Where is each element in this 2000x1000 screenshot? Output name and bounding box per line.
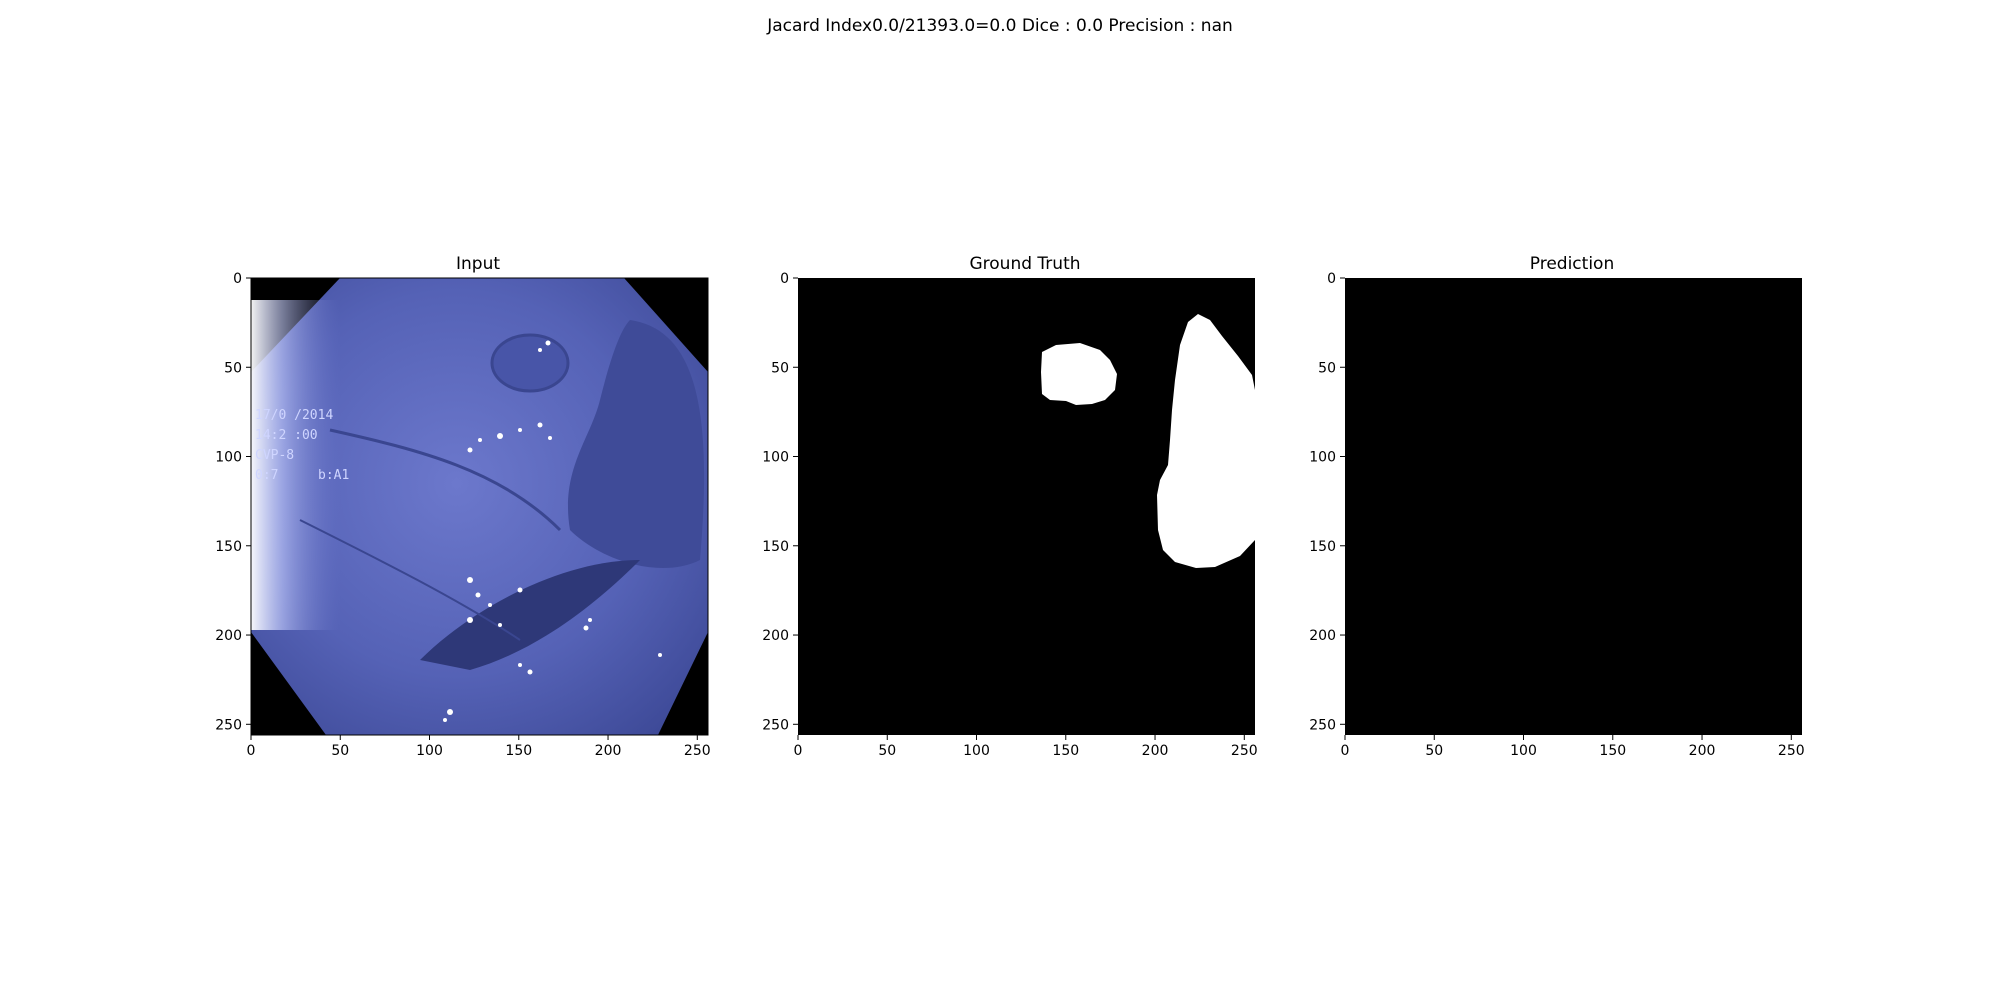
y-tick-label: 100 xyxy=(1309,450,1336,466)
y-tick-label: 150 xyxy=(215,539,242,555)
polyp-large xyxy=(567,320,705,569)
y-tick-label: 100 xyxy=(215,450,242,466)
panel-title-input: Input xyxy=(456,254,500,274)
y-tick-label: 250 xyxy=(215,717,242,733)
panel-title-prediction: Prediction xyxy=(1530,254,1614,274)
x-tick-label: 200 xyxy=(1689,743,1716,759)
x-tick-label: 50 xyxy=(331,743,349,759)
x-tick-label: 250 xyxy=(1231,743,1258,759)
x-tick-label: 150 xyxy=(1052,743,1079,759)
y-tick-label: 0 xyxy=(233,271,242,287)
axes-layer: 0 50 100 150 200 250 0 50 100 150 200 250 0 50 100 150 2… xyxy=(215,271,1804,759)
x-tick-label: 250 xyxy=(684,743,711,759)
figure-title: Jacard Index0.0/21393.0=0.0 Dice : 0.0 P… xyxy=(767,16,1233,36)
light-glare xyxy=(251,300,341,630)
y-tick-label: 200 xyxy=(762,628,789,644)
panel-title-ground-truth: Ground Truth xyxy=(969,254,1080,274)
y-tick-label: 0 xyxy=(1327,271,1336,287)
input-image: 17/0 /2014 14:2 :00 CVP-8 0:7 b:A1 xyxy=(250,277,709,736)
x-tick-label: 200 xyxy=(1142,743,1169,759)
y-tick-label: 250 xyxy=(762,717,789,733)
x-tick-label: 0 xyxy=(247,743,256,759)
x-tick-label: 50 xyxy=(1425,743,1443,759)
tissue-region xyxy=(251,278,708,735)
prediction-mask xyxy=(1345,278,1802,735)
y-tick-label: 50 xyxy=(1318,360,1336,376)
x-tick-label: 200 xyxy=(595,743,622,759)
y-tick-label: 250 xyxy=(1309,717,1336,733)
y-tick-label: 100 xyxy=(762,450,789,466)
y-tick-label: 50 xyxy=(224,360,242,376)
ground-truth-mask xyxy=(798,278,1255,735)
svg-text:14:2 :00: 14:2 :00 xyxy=(255,428,318,443)
svg-text:CVP-8: CVP-8 xyxy=(255,448,294,463)
y-tick-label: 150 xyxy=(762,539,789,555)
x-tick-label: 0 xyxy=(794,743,803,759)
svg-text:0:7: 0:7 xyxy=(255,468,278,483)
gt-region-large xyxy=(1157,314,1255,568)
x-tick-label: 100 xyxy=(963,743,990,759)
x-tick-label: 50 xyxy=(878,743,896,759)
specular-highlights xyxy=(443,340,662,722)
svg-text:b:A1: b:A1 xyxy=(318,468,349,483)
x-tick-label: 100 xyxy=(1510,743,1537,759)
y-tick-label: 0 xyxy=(780,271,789,287)
x-tick-label: 150 xyxy=(1599,743,1626,759)
x-tick-label: 100 xyxy=(416,743,443,759)
y-tick-label: 50 xyxy=(771,360,789,376)
x-tick-label: 250 xyxy=(1778,743,1805,759)
y-tick-label: 200 xyxy=(1309,628,1336,644)
input-overlay-text: 17/0 /2014 14:2 :00 CVP-8 0:7 b:A1 xyxy=(255,408,349,483)
y-tick-label: 200 xyxy=(215,628,242,644)
polyp-small xyxy=(490,333,570,393)
lumen-shadow xyxy=(420,560,640,670)
x-tick-label: 0 xyxy=(1341,743,1350,759)
x-tick-label: 150 xyxy=(505,743,532,759)
y-tick-label: 150 xyxy=(1309,539,1336,555)
svg-text:17/0 /2014: 17/0 /2014 xyxy=(255,408,333,423)
gt-region-small xyxy=(1041,343,1117,405)
